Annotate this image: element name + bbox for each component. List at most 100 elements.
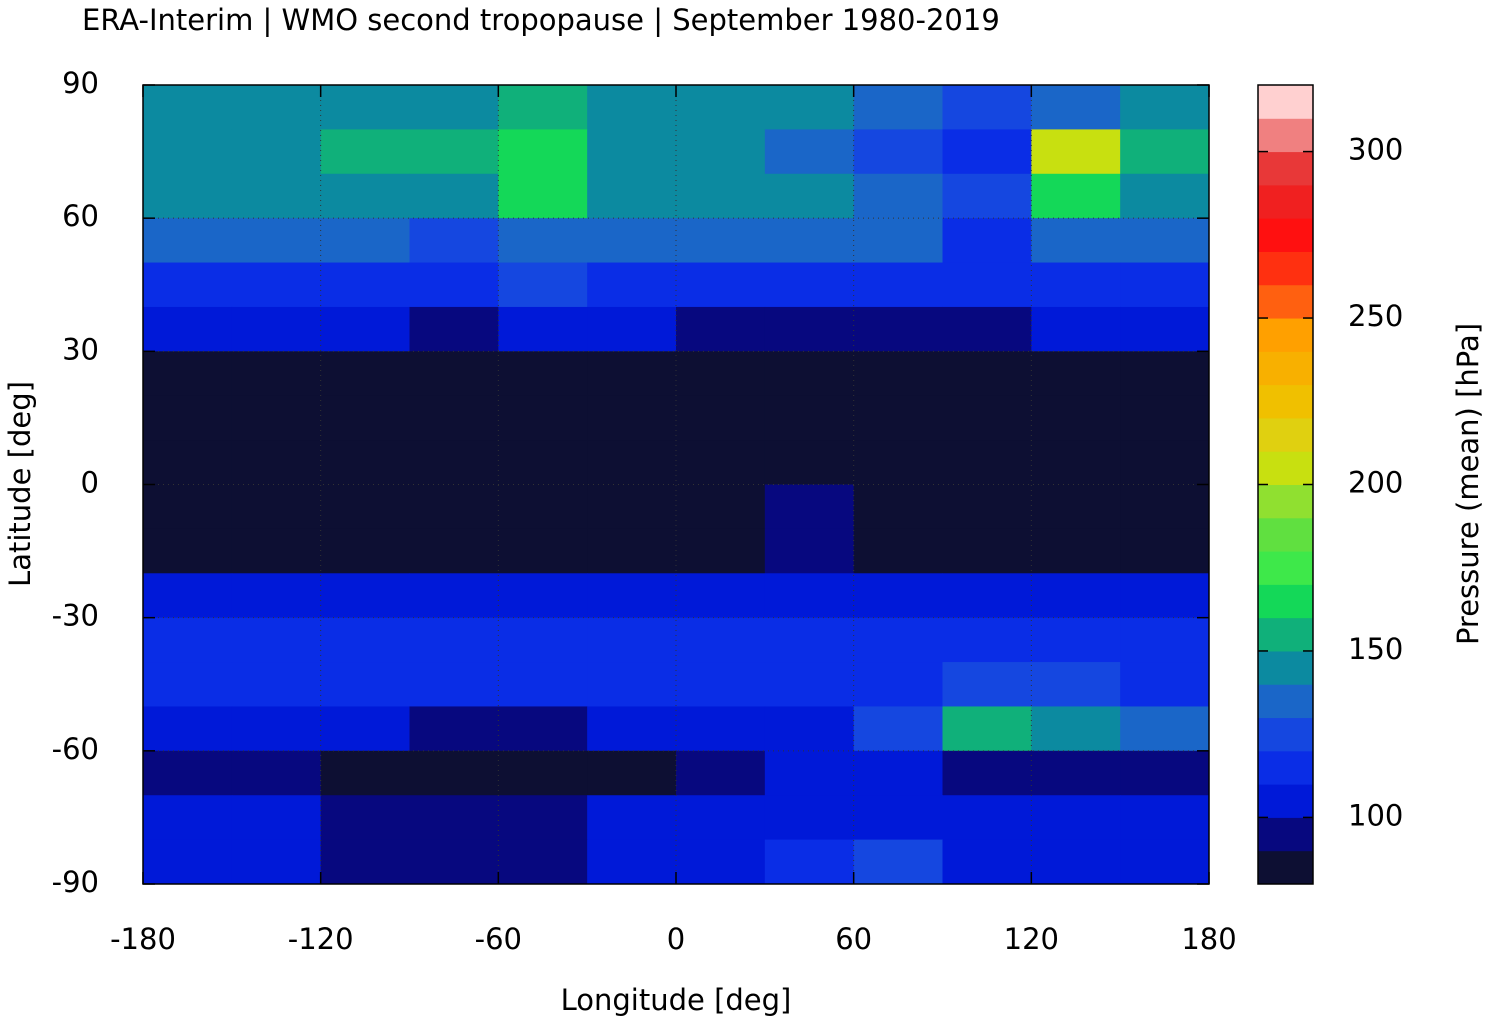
heat-cell [498,262,588,308]
heat-cell [587,795,677,841]
heat-cell [498,706,588,752]
heat-cell [853,440,943,485]
heat-cell [498,351,588,397]
heat-cell [409,395,499,441]
heat-cell [320,795,410,841]
colorbar-tick-label: 200 [1348,466,1403,500]
heat-cell [676,173,766,219]
heat-cell [942,662,1032,707]
heat-cell [409,839,499,885]
heat-cell [409,351,499,397]
heat-cell [587,218,677,264]
heat-cell [231,839,322,885]
heat-cell [587,129,677,175]
heat-cell [676,306,766,352]
heat-cell [1031,528,1121,574]
x-tick-label: -180 [110,922,176,956]
colorbar-swatch [1258,517,1313,552]
heat-cell [409,528,499,574]
heat-cell [231,528,322,574]
heat-cell [143,750,233,796]
heat-cell [143,395,233,441]
heat-cell [320,573,410,619]
heat-cell [942,573,1032,619]
heat-cell [498,218,588,264]
colorbar-tick-label: 100 [1348,798,1403,832]
heat-cell [1120,351,1210,397]
heat-cell [1120,795,1210,841]
heat-cell [1120,306,1210,352]
heat-cell [587,662,677,707]
heat-cell [143,528,233,574]
heat-cell [143,795,233,841]
heat-cell [587,617,677,663]
x-tick-label: -120 [288,922,354,956]
heat-cell [853,573,943,619]
x-tick-label: 0 [667,922,685,956]
heat-cell [320,528,410,574]
heat-cell [942,839,1032,885]
heat-cell [409,706,499,752]
heat-cell [942,617,1032,663]
heat-cell [942,306,1032,352]
heat-cell [764,484,855,530]
heat-cell [1120,839,1210,885]
y-tick-label: -30 [52,599,99,633]
heat-cell [498,662,588,707]
heat-cell [498,617,588,663]
heat-cell [764,173,855,219]
heat-cell [1031,573,1121,619]
y-axis-label: Latitude [deg] [3,381,37,587]
heat-cell [853,795,943,841]
heat-cell [942,528,1032,574]
heat-cell [231,440,322,485]
heat-cell [320,617,410,663]
heat-cell [1031,85,1121,130]
colorbar-tick-label: 300 [1348,133,1403,167]
heat-cell [1120,129,1210,175]
colorbar-swatch [1258,750,1313,785]
heat-cell [143,306,233,352]
heat-cell [143,85,233,130]
heat-cell [231,706,322,752]
heat-cell [320,750,410,796]
heat-cell [1031,218,1121,264]
colorbar-swatch [1258,784,1313,818]
heat-cell [231,795,322,841]
heat-cell [143,129,233,175]
heat-cell [1120,706,1210,752]
plot-frame [142,84,1210,885]
heat-cell [676,218,766,264]
heat-cell [320,484,410,530]
heat-cell [320,706,410,752]
heat-cell [498,85,588,130]
heat-cell [587,440,677,485]
heat-cell [853,662,943,707]
heat-cell [320,662,410,707]
heat-cell [498,173,588,219]
heat-cell [587,395,677,441]
heat-cell [764,528,855,574]
heat-cell [587,706,677,752]
heat-cell [853,129,943,175]
heat-cell [942,750,1032,796]
heat-cell [231,306,322,352]
heat-cell [231,173,322,219]
heat-cell [764,706,855,752]
heat-cell [942,440,1032,485]
heat-cell [676,484,766,530]
heat-cell [498,750,588,796]
heat-cell [409,573,499,619]
heat-cell [498,795,588,841]
heat-cell [942,173,1032,219]
heat-cell [320,218,410,264]
heat-cell [409,484,499,530]
colorbar-label: Pressure (mean) [hPa] [1451,323,1485,645]
x-tick-label: 120 [1004,922,1059,956]
colorbar-swatch [1258,118,1313,153]
heat-cell [498,129,588,175]
heat-cell [853,262,943,308]
colorbar-swatch [1258,151,1313,186]
heat-cell [143,173,233,219]
heat-cell [764,573,855,619]
